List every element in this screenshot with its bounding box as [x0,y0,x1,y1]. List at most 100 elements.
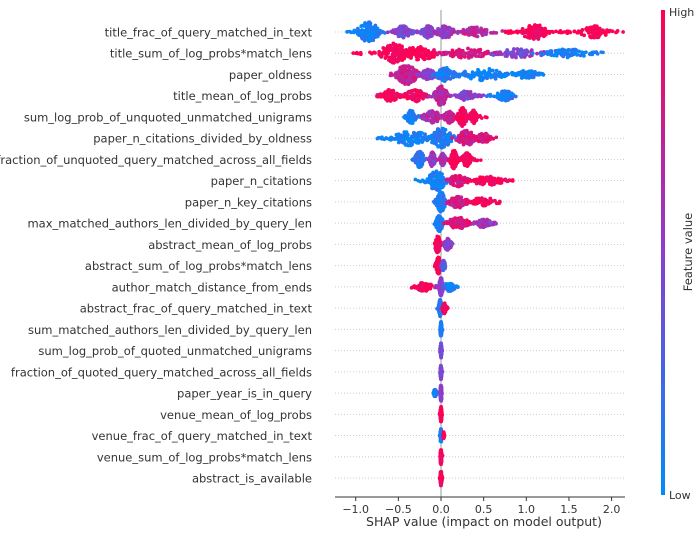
shap-point [384,96,388,100]
shap-point [437,214,441,218]
shap-point [442,161,446,165]
shap-point [449,70,453,74]
shap-point [449,240,453,244]
shap-point [462,71,466,75]
shap-point [398,25,402,29]
shap-point [452,218,456,222]
shap-point [459,177,463,181]
feature-row-points [433,235,455,255]
shap-point [411,119,415,123]
shap-point [441,268,445,272]
feature-row-points [432,214,497,233]
feature-label: abstract_frac_of_query_matched_in_text [80,302,313,316]
shap-point [385,46,389,50]
shap-point [377,32,381,36]
shap-point [431,73,435,77]
shap-point [506,72,510,76]
shap-point [449,221,453,225]
shap-point [423,47,427,51]
shap-point [503,178,507,182]
shap-point [467,132,471,136]
feature-label: venue_sum_of_log_probs*match_lens [97,450,312,464]
shap-point [377,50,381,54]
shap-point [435,261,439,265]
shap-point [426,118,430,122]
shap-point [436,87,440,91]
shap-point [432,172,436,176]
shap-point [456,139,460,143]
shap-point [470,51,474,55]
shap-point [450,159,454,163]
shap-point [383,56,387,60]
feature-label: abstract_sum_of_log_probs*match_lens [85,259,312,273]
shap-point [470,200,474,204]
shap-point [425,35,429,39]
feature-label: fraction_of_quoted_query_matched_across_… [11,365,312,379]
shap-point [449,94,453,98]
feature-label: abstract_is_available [192,472,312,486]
shap-point [453,179,457,183]
shap-point [473,33,477,37]
shap-point [446,143,450,147]
shap-point [621,30,625,34]
shap-point [436,145,440,149]
shap-point [428,56,432,60]
shap-point [473,111,477,115]
shap-point [485,28,489,32]
shap-point [372,30,376,34]
shap-point [353,30,357,34]
shap-point [582,51,586,55]
shap-point [441,259,445,263]
row-gridlines [335,32,625,478]
shap-point [461,28,465,32]
shap-point [453,93,457,97]
shap-point [444,32,448,36]
shap-point [508,51,512,55]
shap-point [507,95,511,99]
shap-point [475,115,479,119]
shap-point [390,30,394,34]
shap-point [439,208,443,212]
shap-point [524,31,528,35]
shap-point [443,245,447,249]
shap-point [386,30,390,34]
shap-point [514,95,518,99]
feature-label: paper_n_key_citations [185,195,312,209]
shap-point [447,199,451,203]
shap-point [518,71,522,75]
shap-point [439,155,443,159]
shap-point [462,141,466,145]
shap-point [441,36,445,40]
shap-point [427,110,431,114]
shap-point [542,34,546,38]
shap-point [538,30,542,34]
shap-point [412,131,416,135]
shap-point [364,24,368,28]
shap-point [567,54,571,58]
shap-point [404,130,408,134]
shap-point [452,155,456,159]
shap-point [459,195,463,199]
shap-point [440,52,444,56]
shap-point [421,55,425,59]
shap-point [515,29,519,33]
feature-row-points [410,149,482,170]
shap-point [435,188,439,192]
shap-point [459,136,463,140]
shap-point [476,201,480,205]
shap-point [437,256,441,260]
shap-point [456,155,460,159]
shap-point [469,74,473,78]
shap-point [396,53,400,57]
shap-point [474,118,478,122]
shap-point [574,51,578,55]
shap-point [481,78,485,82]
shap-point [527,34,531,38]
shap-point [409,55,413,59]
feature-label: sum_matched_authors_len_divided_by_query… [28,323,312,337]
shap-point [486,179,490,183]
shap-point [440,185,444,189]
shap-point [430,182,434,186]
shap-point [404,93,408,97]
shap-point [458,49,462,53]
